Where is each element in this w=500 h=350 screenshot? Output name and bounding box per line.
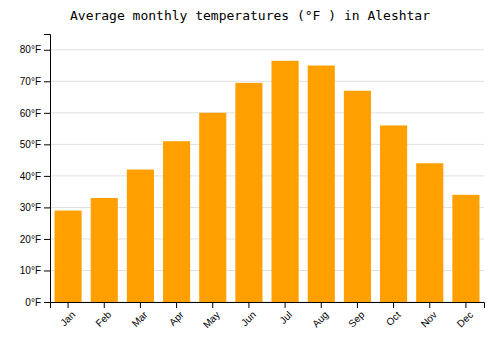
bar (235, 83, 262, 302)
tick-label: 30°F (20, 202, 41, 213)
tick-label: Mar (130, 309, 150, 329)
bar (344, 91, 371, 302)
tick: 50°F (20, 139, 50, 150)
tick: 20°F (20, 234, 50, 245)
tick: Sep (346, 302, 367, 329)
bar (199, 113, 226, 302)
tick-label: Aug (310, 309, 330, 329)
tick-label: Oct (384, 309, 403, 328)
tick-label: 0°F (25, 297, 41, 308)
tick: 70°F (20, 76, 50, 87)
tick-mark (44, 144, 50, 145)
tick: Apr (167, 302, 186, 328)
tick: 0°F (25, 297, 50, 308)
bar (452, 195, 479, 302)
tick-mark (429, 302, 430, 308)
bar (55, 211, 82, 302)
axis-line (51, 303, 485, 309)
tick: Mar (130, 302, 150, 329)
tick-mark (465, 302, 466, 308)
tick: 10°F (20, 265, 50, 276)
bars (55, 61, 480, 302)
tick-label: Jul (277, 309, 294, 326)
grid-line (50, 144, 484, 145)
tick-mark (44, 302, 50, 303)
tick-label: May (201, 309, 222, 330)
tick-mark (44, 270, 50, 271)
tick-mark (285, 302, 286, 308)
tick-mark (44, 176, 50, 177)
bar (380, 125, 407, 302)
tick-mark (44, 239, 50, 240)
bar (163, 141, 190, 302)
tick: Oct (384, 302, 403, 328)
bar (416, 163, 443, 302)
tick: Jun (239, 302, 258, 328)
tick-mark (248, 302, 249, 308)
x-axis: Jan Feb Mar Apr May Jun Jul Aug Sep Oct Nov Dec (51, 302, 485, 330)
grid-line (50, 112, 484, 113)
tick-label: Feb (93, 309, 113, 329)
tick-mark (68, 302, 69, 308)
tick-mark (44, 50, 50, 51)
tick: 40°F (20, 171, 50, 182)
tick: May (201, 302, 222, 330)
tick-label: Apr (167, 309, 186, 328)
tick-mark (104, 302, 105, 308)
tick-mark (357, 302, 358, 308)
bar (91, 198, 118, 302)
axis-line (44, 35, 51, 303)
tick-label: 80°F (20, 44, 41, 55)
tick-mark (44, 113, 50, 114)
tick-label: Jan (58, 309, 77, 328)
bar (308, 66, 335, 302)
tick-label: Nov (419, 309, 439, 329)
tick: 80°F (20, 44, 50, 55)
title: Average monthly temperatures (°F ) in Al… (70, 8, 430, 23)
tick-mark (44, 81, 50, 82)
tick-label: Jun (239, 309, 258, 328)
tick-mark (393, 302, 394, 308)
tick-mark (321, 302, 322, 308)
tick: Dec (455, 302, 475, 329)
chart: Jan Feb Mar Apr May Jun Jul Aug Sep Oct Nov Dec 0°F 1… (0, 0, 500, 350)
plot: Jan Feb Mar Apr May Jun Jul Aug Sep Oct Nov Dec 0°F 1… (20, 35, 485, 331)
tick-label: 50°F (20, 139, 41, 150)
bar (127, 170, 154, 302)
tick-mark (176, 302, 177, 308)
tick-mark (44, 207, 50, 208)
tick: Nov (419, 302, 439, 329)
tick: Jul (277, 302, 294, 326)
grid-line (50, 49, 484, 50)
bar (272, 61, 299, 302)
y-axis: 0°F 10°F 20°F 30°F 40°F 50°F 60°F 70°F 80°F (20, 35, 51, 308)
tick: Jan (58, 302, 77, 328)
tick: Feb (93, 302, 113, 329)
tick-label: 60°F (20, 108, 41, 119)
tick-label: Dec (455, 309, 475, 329)
tick: Aug (310, 302, 330, 329)
tick-label: 20°F (20, 234, 41, 245)
tick-mark (140, 302, 141, 308)
tick-label: 10°F (20, 265, 41, 276)
tick-label: 70°F (20, 76, 41, 87)
grid-line (50, 81, 484, 82)
tick: 30°F (20, 202, 50, 213)
tick-mark (212, 302, 213, 308)
tick-label: 40°F (20, 171, 41, 182)
grid (50, 50, 484, 302)
tick-label: Sep (346, 309, 367, 330)
tick: 60°F (20, 108, 50, 119)
